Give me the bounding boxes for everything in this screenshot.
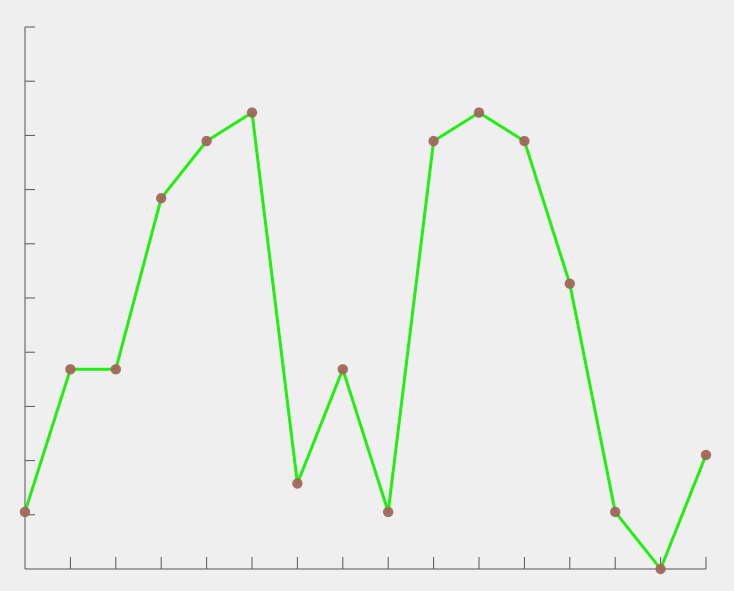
series-layer xyxy=(19,107,712,575)
data-point xyxy=(201,135,212,147)
data-point xyxy=(110,364,122,375)
data-point xyxy=(655,563,666,575)
data-point xyxy=(65,364,76,375)
data-point xyxy=(428,135,439,147)
axes xyxy=(24,26,707,570)
data-point xyxy=(156,192,167,204)
data-point xyxy=(473,107,485,118)
data-point xyxy=(337,364,348,375)
data-point xyxy=(610,506,621,518)
data-point xyxy=(19,506,31,518)
data-point xyxy=(564,278,575,289)
data-point xyxy=(292,478,303,489)
data-point xyxy=(383,506,394,518)
data-point xyxy=(519,135,530,147)
series-line xyxy=(23,111,708,571)
data-point xyxy=(246,107,258,118)
data-point xyxy=(700,449,712,461)
